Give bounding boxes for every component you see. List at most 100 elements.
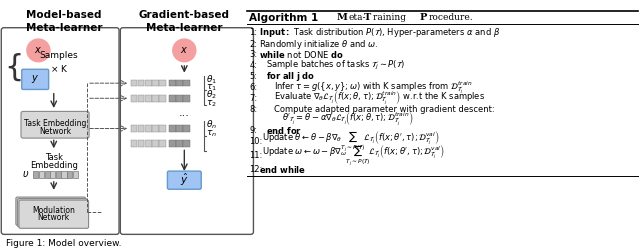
Bar [152,140,159,147]
Text: $\tau_n$: $\tau_n$ [206,128,217,139]
Text: Algorithm 1: Algorithm 1 [249,13,319,23]
Text: Task Embedding: Task Embedding [24,119,86,128]
Bar [152,125,159,132]
Bar [169,125,175,132]
Text: $\theta_n$: $\theta_n$ [206,118,217,131]
Text: Gradient-based: Gradient-based [139,10,230,20]
Text: Network: Network [38,213,70,223]
Bar [131,80,137,86]
Text: Update $\omega \leftarrow \omega - \beta\nabla_\omega \sum_{T_j \sim P(\mathcal{: Update $\omega \leftarrow \omega - \beta… [262,143,445,168]
Bar [176,125,183,132]
Text: 6:: 6: [249,83,257,92]
Text: ...: ... [179,108,189,118]
Text: $\mathbf{Input:}$ Task distribution $P(\mathcal{T})$, Hyper-parameters $\alpha$ : $\mathbf{Input:}$ Task distribution $P(\… [259,26,500,39]
Text: $\theta_2$: $\theta_2$ [206,88,217,101]
Bar [183,140,190,147]
Text: 2:: 2: [249,40,257,49]
Bar [138,95,145,102]
Bar [39,171,44,178]
FancyBboxPatch shape [168,171,201,189]
Text: $\theta_1$: $\theta_1$ [206,73,217,86]
Bar [131,125,137,132]
Bar [176,140,183,147]
Text: Embedding: Embedding [30,161,77,170]
Text: 11:: 11: [249,151,262,160]
Bar [152,80,159,86]
Bar [176,95,183,102]
FancyBboxPatch shape [21,111,89,138]
Text: P: P [420,13,427,22]
Text: {: { [4,52,24,81]
Text: $\hat{y}$: $\hat{y}$ [180,172,189,188]
FancyBboxPatch shape [22,69,49,89]
Text: $x$: $x$ [180,45,188,55]
Text: 8:: 8: [249,105,257,114]
Bar [138,80,145,86]
Text: Evaluate $\nabla_\theta \mathcal{L}_{\mathcal{T}_j}\left(f(x;\theta,\tau);\mathc: Evaluate $\nabla_\theta \mathcal{L}_{\ma… [274,90,485,107]
Text: 7:: 7: [249,94,257,103]
Bar [176,80,183,86]
Text: Model-based: Model-based [26,10,102,20]
Text: Compute adapted parameter with gradient descent:: Compute adapted parameter with gradient … [274,105,495,114]
Text: $\times$ K: $\times$ K [50,62,68,74]
Text: 10:: 10: [249,137,262,146]
Text: Meta-learner: Meta-learner [26,23,102,33]
Bar [138,140,145,147]
Text: M: M [337,13,348,22]
Text: Infer $\tau = g(\{x, y\}; \omega)$ with K samples from $\mathcal{D}^{train}_{\ma: Infer $\tau = g(\{x, y\}; \omega)$ with … [274,79,473,96]
Bar [145,95,152,102]
Text: Sample batches of tasks $\mathcal{T}_j \sim P(\mathcal{T})$: Sample batches of tasks $\mathcal{T}_j \… [266,59,404,72]
Bar [73,171,78,178]
Text: 9:: 9: [249,126,257,135]
Text: $x$: $x$ [35,45,42,55]
FancyBboxPatch shape [17,199,87,227]
Bar [183,80,190,86]
Text: $\mathbf{end\ for}$: $\mathbf{end\ for}$ [266,125,302,136]
Bar [169,80,175,86]
Bar [131,140,137,147]
Bar [145,125,152,132]
Bar [159,140,166,147]
Text: Task: Task [45,153,63,162]
Text: 3:: 3: [249,50,257,59]
Bar [159,125,166,132]
Bar [145,140,152,147]
Text: rocedure.: rocedure. [429,13,474,22]
Bar [61,171,67,178]
Circle shape [173,39,196,62]
Bar [159,80,166,86]
Bar [169,140,175,147]
Bar [183,125,190,132]
Bar [138,125,145,132]
Bar [56,171,61,178]
Text: Modulation: Modulation [33,206,75,215]
Bar [145,80,152,86]
Text: $\tau_2$: $\tau_2$ [206,98,217,109]
Circle shape [27,39,50,62]
Bar [67,171,72,178]
Bar [131,95,137,102]
Text: $\mathbf{for\ all\ j\ do}$: $\mathbf{for\ all\ j\ do}$ [266,70,315,83]
Text: Samples: Samples [40,51,78,60]
Text: 4:: 4: [249,61,257,70]
Bar [169,95,175,102]
Text: 5:: 5: [249,72,257,81]
FancyBboxPatch shape [19,200,88,228]
Text: eta-: eta- [348,13,366,22]
Bar [50,171,55,178]
Bar [159,95,166,102]
Bar [45,171,50,178]
Bar [152,95,159,102]
Text: raining: raining [373,13,409,22]
Text: Network: Network [39,127,71,136]
Text: Meta-learner: Meta-learner [146,23,223,33]
Text: 1:: 1: [249,28,257,37]
Text: $\upsilon$: $\upsilon$ [22,169,29,179]
Bar [33,171,38,178]
Text: Figure 1: Model overview.: Figure 1: Model overview. [6,239,122,248]
Text: $\theta'_{\mathcal{T}_j} = \theta - \alpha\nabla_\theta \mathcal{L}_{\mathcal{T}: $\theta'_{\mathcal{T}_j} = \theta - \alp… [282,111,414,129]
Text: T: T [364,13,371,22]
Text: $\tau_1$: $\tau_1$ [206,83,217,93]
Text: 12:: 12: [249,165,262,174]
Text: Update $\theta \leftarrow \theta - \beta\nabla_\theta \sum_{T_j \sim P(\mathcal{: Update $\theta \leftarrow \theta - \beta… [262,129,440,154]
